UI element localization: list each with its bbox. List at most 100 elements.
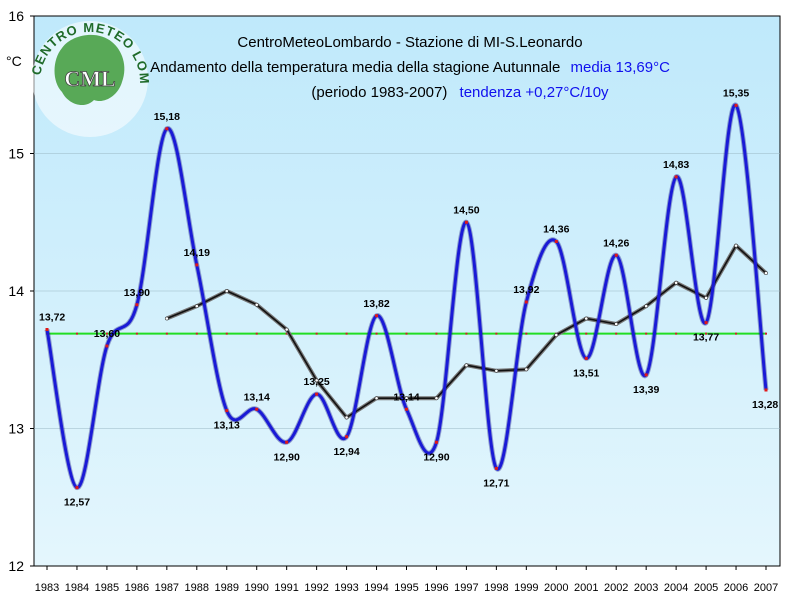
moving-average-point: [734, 243, 738, 248]
data-labels: 13,72 12,57 13,60 13,90 15,18 14,19 13,13 13,14…: [39, 87, 778, 508]
y-tick-label: 16: [8, 8, 24, 24]
data-label: 14,36: [543, 224, 569, 236]
temperature-point: [734, 103, 738, 107]
temperature-point: [45, 328, 49, 331]
temperature-point: [105, 344, 109, 348]
data-label: 14,26: [603, 237, 629, 249]
data-label: 15,35: [723, 87, 749, 99]
temperature-point: [285, 440, 289, 444]
data-label: 12,57: [64, 497, 90, 509]
x-tick-label: 1992: [304, 582, 328, 594]
temperature-point: [464, 220, 468, 224]
temperature-point: [405, 407, 408, 411]
x-tick-label: 1999: [514, 582, 538, 594]
data-label: 13,72: [39, 312, 65, 324]
temperature-point: [434, 440, 438, 444]
average-point: [585, 332, 588, 335]
chart-title: CentroMeteoLombardo - Stazione di MI-S.L…: [237, 34, 582, 51]
data-label: 13,13: [214, 420, 240, 432]
x-tick-label: 2000: [544, 582, 568, 594]
temperature-point: [524, 300, 528, 304]
x-tick-label: 2005: [694, 582, 718, 594]
temperature-point: [674, 175, 678, 179]
average-point: [195, 332, 198, 335]
moving-average-point: [404, 396, 409, 401]
average-point: [225, 332, 228, 335]
y-axis-ticks: 12 13 14 15 16: [8, 8, 34, 574]
temperature-point: [255, 407, 259, 411]
moving-average-point: [464, 363, 469, 368]
chart-period: (periodo 1983-2007) tendenza +0,27°C/10y: [311, 84, 609, 101]
moving-average-point: [554, 333, 559, 337]
moving-average-point: [164, 316, 169, 321]
average-point: [75, 332, 78, 335]
trend-text: tendenza +0,27°C/10y: [460, 84, 610, 101]
x-tick-label: 2006: [724, 582, 748, 594]
x-tick-label: 2004: [664, 582, 688, 594]
average-point: [405, 332, 408, 335]
temperature-point: [135, 303, 139, 307]
average-point: [765, 332, 767, 335]
y-tick-label: 14: [8, 283, 24, 299]
data-label: 13,90: [124, 287, 150, 299]
data-label: 12,94: [333, 446, 359, 458]
x-tick-label: 1985: [95, 582, 119, 594]
temperature-point: [554, 240, 558, 243]
data-label: 13,39: [633, 384, 659, 396]
average-point: [735, 332, 738, 335]
y-tick-label: 15: [8, 146, 24, 162]
data-label: 14,50: [453, 204, 479, 216]
lombardy-map-icon: [54, 34, 125, 106]
x-tick-label: 2001: [574, 582, 598, 594]
average-point: [465, 332, 468, 335]
period-text: (periodo 1983-2007): [311, 84, 447, 101]
moving-average-point: [314, 378, 319, 383]
moving-average-point: [704, 295, 708, 300]
average-point: [435, 332, 438, 335]
data-label: 13,77: [693, 332, 719, 344]
subtitle-text: Andamento della temperatura media della …: [150, 59, 560, 76]
temperature-point: [225, 409, 229, 413]
y-tick-label: 12: [8, 558, 24, 574]
x-tick-label: 1983: [35, 582, 59, 594]
average-point: [705, 332, 708, 335]
data-label: 12,71: [483, 477, 509, 489]
moving-average-point: [254, 302, 259, 307]
x-tick-label: 1988: [185, 582, 209, 594]
subtitle-media: media 13,69°C: [571, 59, 671, 76]
temperature-point: [315, 392, 319, 396]
temperature-point: [614, 253, 618, 257]
data-label: 13,25: [303, 376, 329, 388]
temperature-point: [584, 356, 588, 360]
x-tick-label: 1998: [484, 582, 508, 594]
x-tick-label: 1996: [424, 582, 448, 594]
data-label: 13,28: [752, 399, 778, 411]
temperature-point: [195, 263, 199, 267]
temperature-point: [764, 388, 768, 392]
series-group: [44, 102, 769, 491]
average-point: [345, 332, 348, 335]
moving-average-point: [344, 415, 349, 420]
moving-average-point: [524, 367, 529, 372]
data-label: 14,83: [663, 159, 689, 171]
moving-average-point: [224, 289, 229, 293]
average-point: [615, 332, 618, 335]
moving-average-point: [434, 396, 439, 401]
x-tick-label: 1991: [274, 582, 298, 594]
temperature-point: [494, 466, 498, 470]
temperature-point: [75, 486, 79, 490]
x-tick-label: 1994: [364, 582, 388, 594]
average-point: [645, 332, 648, 335]
moving-average-point: [194, 304, 199, 309]
x-tick-label: 1997: [454, 582, 478, 594]
logo-center: CML: [64, 66, 115, 91]
moving-average-point: [674, 280, 679, 285]
average-point: [165, 332, 168, 335]
chart-subtitle: Andamento della temperatura media della …: [150, 59, 670, 76]
x-tick-label: 1987: [155, 582, 179, 594]
average-point: [315, 332, 318, 335]
data-label: 12,90: [274, 451, 300, 463]
temperature-point: [165, 127, 169, 131]
x-tick-label: 1990: [244, 582, 268, 594]
x-tick-label: 2003: [634, 582, 658, 594]
